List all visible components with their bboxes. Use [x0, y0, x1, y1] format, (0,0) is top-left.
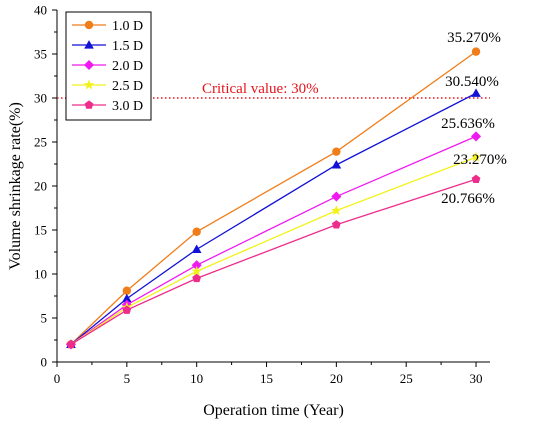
- critical-value-label: Critical value: 30%: [202, 81, 319, 97]
- legend-marker: [84, 20, 94, 30]
- y-tick-label: 15: [34, 223, 47, 238]
- y-tick-label: 20: [34, 179, 47, 194]
- data-point: [332, 147, 341, 156]
- x-tick-label: 30: [470, 371, 483, 386]
- series-line: [70, 156, 477, 345]
- x-tick-label: 10: [190, 371, 203, 386]
- legend-label: 2.0 D: [112, 59, 143, 74]
- y-tick-label: 0: [41, 355, 48, 370]
- data-point: [191, 265, 202, 276]
- y-tick-label: 10: [34, 267, 47, 282]
- data-point: [192, 273, 202, 283]
- data-point: [122, 293, 132, 303]
- x-tick-label: 0: [54, 371, 61, 386]
- end-value-label: 35.270%: [447, 30, 501, 46]
- legend-label: 1.5 D: [112, 39, 143, 54]
- x-tick-label: 5: [124, 371, 131, 386]
- legend-marker: [84, 100, 94, 109]
- x-tick-label: 25: [400, 371, 413, 386]
- end-value-label: 30.540%: [445, 74, 499, 90]
- legend-label: 2.5 D: [112, 79, 143, 94]
- x-tick-label: 20: [330, 371, 343, 386]
- data-point: [331, 220, 341, 229]
- end-value-label: 23.270%: [453, 152, 507, 168]
- legend-box: [65, 11, 152, 121]
- data-point: [191, 260, 202, 271]
- series-line: [70, 178, 477, 345]
- data-point: [122, 305, 132, 314]
- data-point: [331, 160, 342, 169]
- legend-marker: [83, 59, 95, 71]
- legend-marker: [83, 79, 95, 90]
- y-tick-label: 30: [34, 91, 47, 106]
- data-point: [471, 47, 481, 56]
- data-point: [331, 205, 342, 216]
- y-tick-label: 35: [34, 47, 47, 62]
- data-point: [470, 151, 482, 162]
- legend-label: 3.0 D: [112, 99, 143, 114]
- data-point: [191, 244, 202, 253]
- data-point: [122, 286, 132, 295]
- data-point: [192, 227, 201, 236]
- x-axis-title: Operation time (Year): [203, 402, 344, 419]
- data-point: [471, 88, 481, 97]
- end-value-label: 25.636%: [441, 116, 495, 132]
- y-tick-label: 25: [34, 135, 47, 150]
- data-point: [331, 191, 342, 202]
- series-line: [70, 92, 477, 345]
- data-point: [471, 174, 481, 183]
- y-tick-label: 40: [34, 3, 47, 18]
- data-point: [66, 339, 76, 349]
- end-value-label: 20.766%: [441, 191, 495, 207]
- data-point: [470, 131, 482, 142]
- y-tick-label: 5: [41, 311, 48, 326]
- legend-marker: [84, 40, 94, 49]
- x-tick-label: 15: [260, 371, 273, 386]
- y-axis-title: Volume shrinkage rate(%): [7, 102, 24, 270]
- series-line: [70, 135, 477, 345]
- legend-label: 1.0 D: [112, 19, 143, 34]
